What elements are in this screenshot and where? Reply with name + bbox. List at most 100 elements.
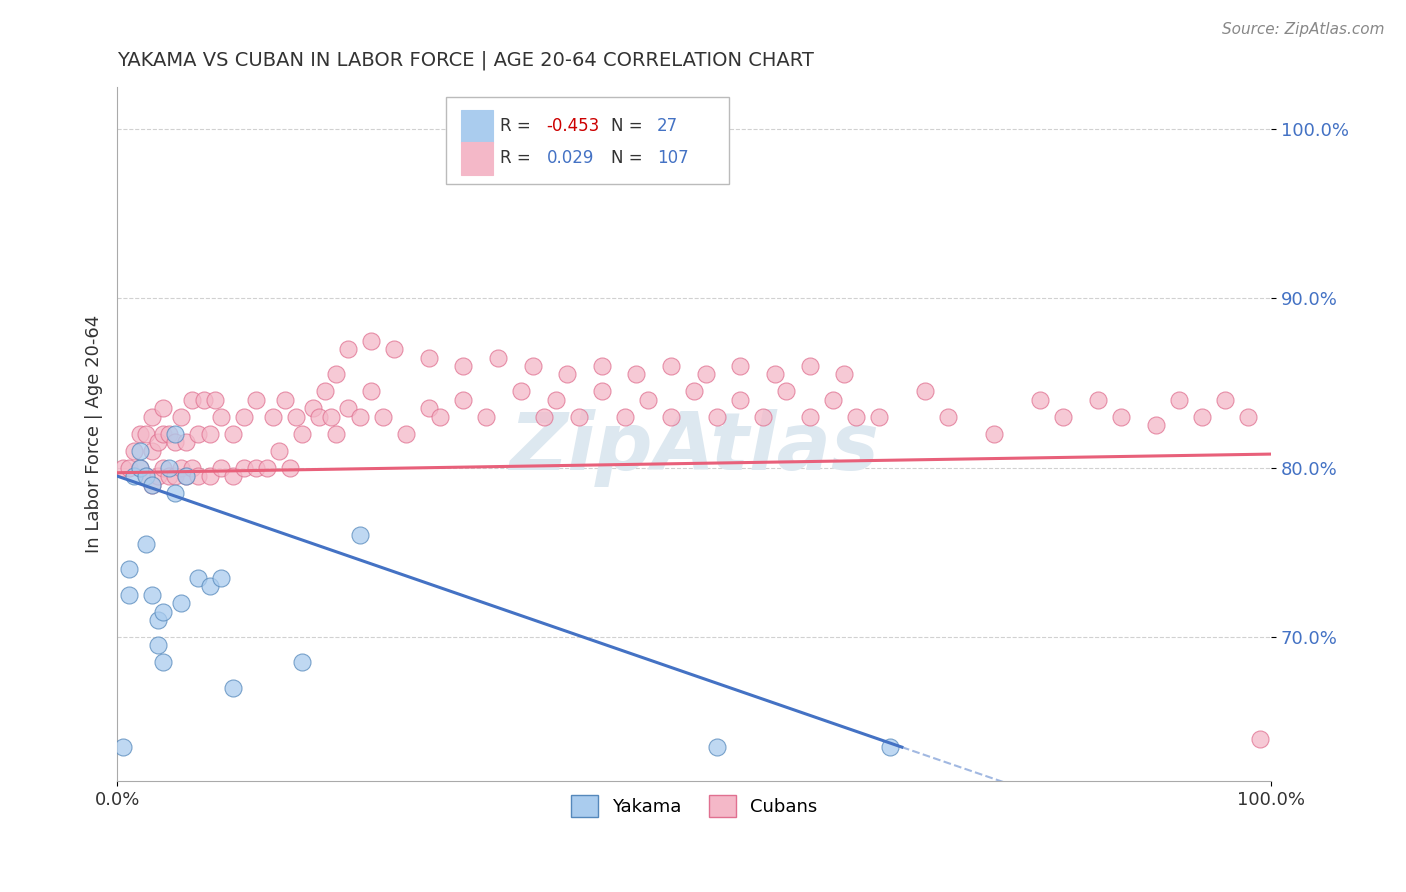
Point xyxy=(319,409,342,424)
Text: ZipAtlas: ZipAtlas xyxy=(509,409,879,487)
Point xyxy=(314,384,336,399)
Point xyxy=(475,409,498,424)
Point xyxy=(325,426,347,441)
Point xyxy=(591,384,613,399)
Point xyxy=(752,409,775,424)
Text: 0.029: 0.029 xyxy=(547,149,593,167)
Point xyxy=(325,368,347,382)
Point xyxy=(163,426,186,441)
Point xyxy=(568,409,591,424)
Point xyxy=(187,469,209,483)
Point xyxy=(706,409,728,424)
Point xyxy=(285,409,308,424)
Point xyxy=(221,426,243,441)
Point xyxy=(695,368,717,382)
Point xyxy=(152,605,174,619)
Point xyxy=(522,359,544,373)
Text: R =: R = xyxy=(501,117,536,135)
Point xyxy=(181,392,204,407)
Point xyxy=(799,409,821,424)
Point xyxy=(187,426,209,441)
Point xyxy=(832,368,855,382)
Point xyxy=(336,342,359,356)
Point xyxy=(1249,731,1271,746)
Point xyxy=(349,409,371,424)
Point xyxy=(262,409,284,424)
Point xyxy=(914,384,936,399)
Point xyxy=(868,409,890,424)
Point xyxy=(613,409,636,424)
Bar xyxy=(461,110,494,144)
Point xyxy=(221,469,243,483)
Text: 27: 27 xyxy=(657,117,678,135)
Point xyxy=(291,656,314,670)
Point xyxy=(169,596,191,610)
Point xyxy=(429,409,451,424)
Point xyxy=(169,460,191,475)
Point xyxy=(799,359,821,373)
Point xyxy=(291,426,314,441)
Point xyxy=(730,392,752,407)
Point xyxy=(111,460,134,475)
Point xyxy=(267,443,290,458)
Point xyxy=(371,409,394,424)
Point xyxy=(1144,418,1167,433)
Point xyxy=(118,588,141,602)
Point xyxy=(129,460,152,475)
Point xyxy=(245,460,267,475)
Text: 107: 107 xyxy=(657,149,689,167)
Point xyxy=(510,384,533,399)
Point xyxy=(278,460,301,475)
Point xyxy=(360,384,382,399)
Point xyxy=(395,426,418,441)
Point xyxy=(176,435,198,450)
Point xyxy=(1213,392,1236,407)
Point xyxy=(146,469,169,483)
Point xyxy=(302,401,325,416)
Point xyxy=(193,392,215,407)
Text: YAKAMA VS CUBAN IN LABOR FORCE | AGE 20-64 CORRELATION CHART: YAKAMA VS CUBAN IN LABOR FORCE | AGE 20-… xyxy=(117,51,814,70)
Point xyxy=(1191,409,1213,424)
Point xyxy=(418,401,440,416)
Point xyxy=(157,469,180,483)
Text: N =: N = xyxy=(612,149,648,167)
Point xyxy=(983,426,1005,441)
Text: N =: N = xyxy=(612,117,648,135)
Point xyxy=(181,460,204,475)
Point xyxy=(683,384,706,399)
Point xyxy=(146,613,169,627)
Point xyxy=(453,392,475,407)
Point xyxy=(111,740,134,755)
Point xyxy=(879,740,901,755)
Point xyxy=(1167,392,1189,407)
Point xyxy=(453,359,475,373)
Point xyxy=(273,392,295,407)
Y-axis label: In Labor Force | Age 20-64: In Labor Force | Age 20-64 xyxy=(86,315,103,553)
Point xyxy=(169,409,191,424)
FancyBboxPatch shape xyxy=(446,97,728,184)
Point xyxy=(233,409,256,424)
Point xyxy=(256,460,278,475)
Point xyxy=(486,351,509,365)
Point xyxy=(135,537,157,551)
Point xyxy=(382,342,405,356)
Point xyxy=(176,469,198,483)
Point xyxy=(591,359,613,373)
Point xyxy=(533,409,555,424)
Point xyxy=(198,426,221,441)
Bar xyxy=(461,142,494,175)
Point xyxy=(152,460,174,475)
Point xyxy=(141,477,163,491)
Point xyxy=(198,579,221,593)
Point xyxy=(233,460,256,475)
Point xyxy=(187,571,209,585)
Point xyxy=(349,528,371,542)
Point xyxy=(221,681,243,695)
Point xyxy=(659,359,682,373)
Point xyxy=(152,401,174,416)
Point xyxy=(135,469,157,483)
Point xyxy=(209,571,232,585)
Text: Source: ZipAtlas.com: Source: ZipAtlas.com xyxy=(1222,22,1385,37)
Point xyxy=(146,435,169,450)
Point xyxy=(118,460,141,475)
